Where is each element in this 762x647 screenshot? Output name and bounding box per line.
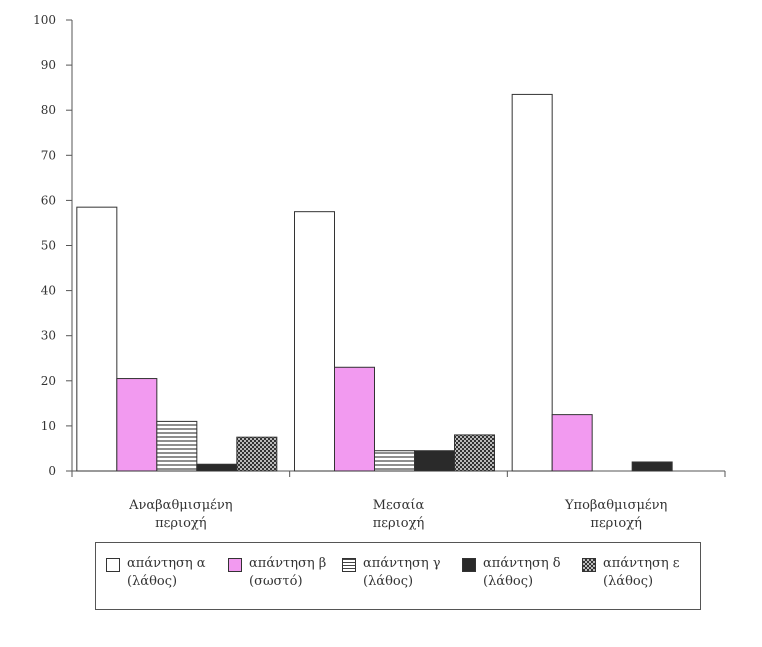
category-label-line: Μεσαία xyxy=(373,498,425,513)
bar xyxy=(334,366,375,472)
category-label-line: περιοχή xyxy=(373,516,425,531)
y-tick-label: 60 xyxy=(41,193,56,207)
legend-item: απάντηση α (λάθος) xyxy=(106,555,206,591)
bars xyxy=(76,93,673,472)
legend-label: απάντηση ε (λάθος) xyxy=(603,555,680,591)
bar xyxy=(454,434,495,472)
category-label: Υποβαθμισμένη περιοχή xyxy=(564,498,667,531)
bar xyxy=(551,414,593,472)
category-label-line: περιοχή xyxy=(155,516,207,531)
bar xyxy=(196,463,238,472)
category-label: Μεσαία περιοχή xyxy=(373,498,425,531)
bar xyxy=(631,461,673,472)
bar xyxy=(511,93,553,472)
bar xyxy=(294,211,335,472)
legend-swatch xyxy=(582,558,596,572)
legend-label-line: (λάθος) xyxy=(127,574,178,589)
legend-item: απάντηση ε (λάθος) xyxy=(582,555,680,591)
bar xyxy=(116,378,158,472)
legend-label-line: απάντηση β xyxy=(249,556,327,571)
legend-swatch xyxy=(106,558,120,572)
legend-label-line: (λάθος) xyxy=(483,574,534,589)
legend-item: απάντηση β (σωστό) xyxy=(228,555,326,591)
legend-swatch xyxy=(462,558,476,572)
legend-label: απάντηση α (λάθος) xyxy=(127,555,206,591)
legend-item: απάντηση γ (λάθος) xyxy=(342,555,441,591)
legend-label-line: (λάθος) xyxy=(603,574,654,589)
category-label-line: Υποβαθμισμένη xyxy=(564,498,667,513)
y-tick-label: 0 xyxy=(48,464,56,478)
category-label-line: Αναβαθμισμένη xyxy=(128,498,233,513)
bar xyxy=(76,206,118,472)
legend-label-line: απάντηση γ xyxy=(363,556,441,571)
legend-label-line: απάντηση α xyxy=(127,556,206,571)
legend: απάντηση α (λάθος) απάντηση β (σωστό) απάντη… xyxy=(95,542,701,610)
bar xyxy=(414,450,455,472)
legend-label: απάντηση δ (λάθος) xyxy=(483,555,561,591)
y-tick-label: 70 xyxy=(41,148,56,162)
legend-label-line: απάντηση ε xyxy=(603,556,680,571)
legend-label: απάντηση β (σωστό) xyxy=(249,555,326,591)
legend-item: απάντηση δ (λάθος) xyxy=(462,555,561,591)
legend-label: απάντηση γ (λάθος) xyxy=(363,555,441,591)
legend-label-line: (σωστό) xyxy=(249,574,303,589)
y-tick-label: 40 xyxy=(41,284,56,298)
y-tick-label: 90 xyxy=(41,58,56,72)
legend-label-line: (λάθος) xyxy=(363,574,414,589)
bar xyxy=(374,450,415,472)
category-label: Αναβαθμισμένη περιοχή xyxy=(128,498,233,531)
legend-label-line: απάντηση δ xyxy=(483,556,561,571)
legend-swatch xyxy=(228,558,242,572)
bar xyxy=(236,436,278,472)
axes: 0 10 20 30 40 50 60 70 80 90 100 Αναβαθμισμένη περιο… xyxy=(33,13,726,531)
y-tick-label: 20 xyxy=(41,374,56,388)
y-tick-label: 80 xyxy=(41,103,56,117)
category-label-line: περιοχή xyxy=(590,516,642,531)
y-tick-label: 10 xyxy=(41,419,56,433)
bar-chart: 0 10 20 30 40 50 60 70 80 90 100 Αναβαθμισμένη περιο… xyxy=(33,13,726,531)
legend-swatch xyxy=(342,558,356,572)
bar xyxy=(156,420,198,472)
y-tick-label: 30 xyxy=(41,329,56,343)
y-tick-label: 100 xyxy=(33,13,56,27)
y-tick-label: 50 xyxy=(41,239,56,253)
